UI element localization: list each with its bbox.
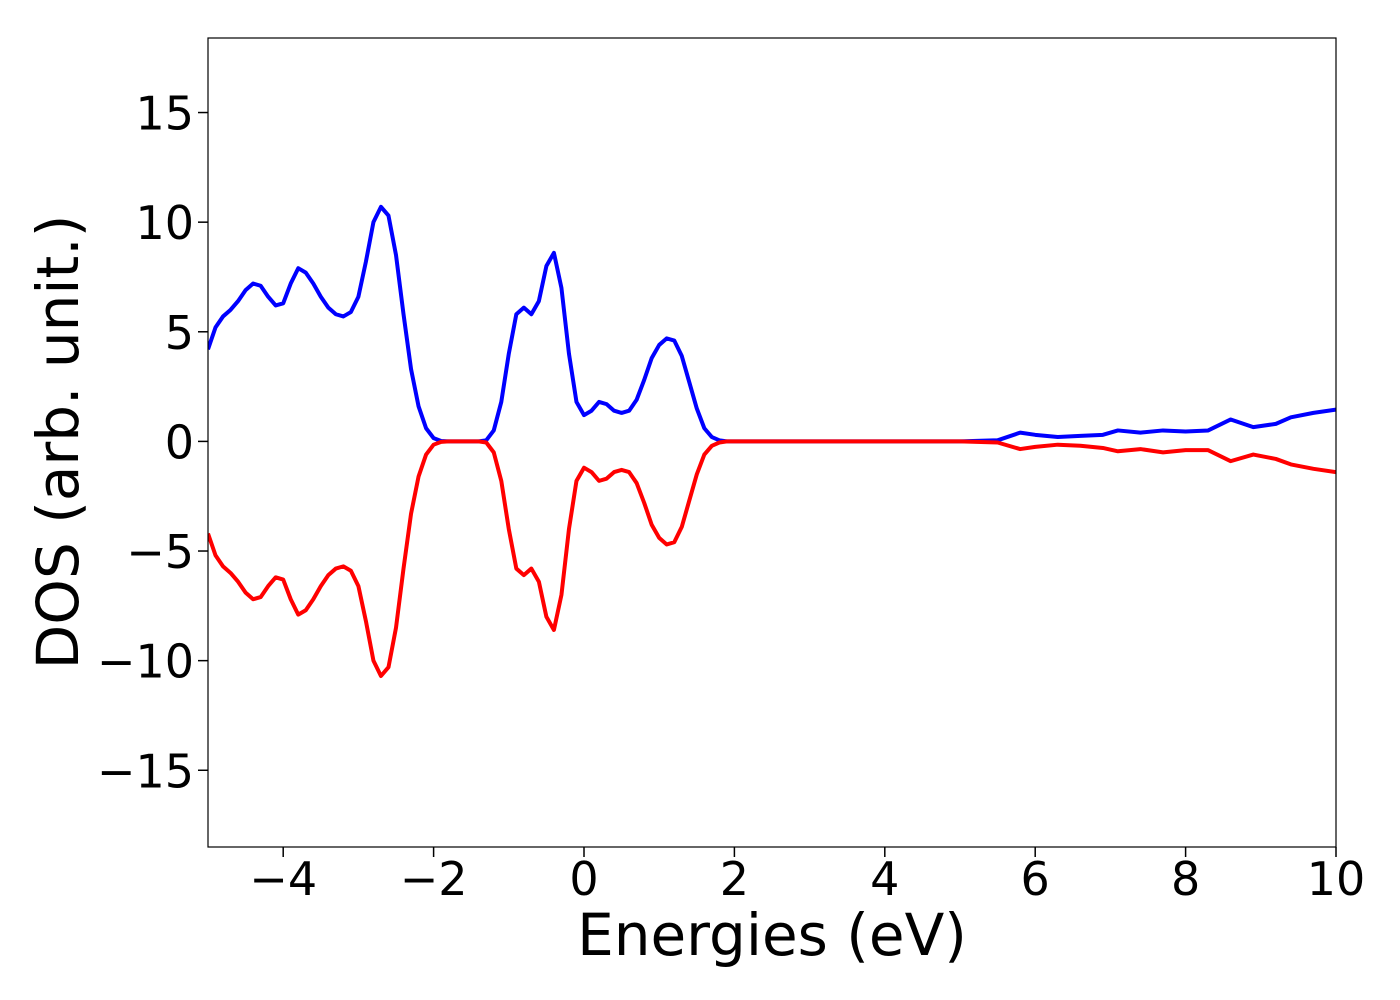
y-tick-label: 0 xyxy=(165,415,194,469)
series-line xyxy=(208,204,1336,444)
y-tick-label: 5 xyxy=(165,306,194,360)
y-tick-label: −5 xyxy=(126,525,194,579)
x-tick-label: 8 xyxy=(1171,852,1200,906)
y-tick-label: −10 xyxy=(97,635,194,689)
y-tick-label: −15 xyxy=(97,744,194,798)
series-line xyxy=(208,439,1336,678)
x-tick-label: 4 xyxy=(870,852,899,906)
y-tick-label: 15 xyxy=(135,87,194,141)
plot-frame xyxy=(207,37,1337,848)
x-tick-label: 6 xyxy=(1021,852,1050,906)
x-tick-label: −4 xyxy=(249,852,317,906)
y-tick-label: 10 xyxy=(135,196,194,250)
x-tick-label: 0 xyxy=(569,852,598,906)
x-tick-label: 2 xyxy=(720,852,749,906)
x-axis-label: Energies (eV) xyxy=(577,901,967,969)
x-tick-label: −2 xyxy=(400,852,468,906)
y-axis-label: DOS (arb. unit.) xyxy=(24,215,92,670)
x-tick-label: 10 xyxy=(1307,852,1366,906)
